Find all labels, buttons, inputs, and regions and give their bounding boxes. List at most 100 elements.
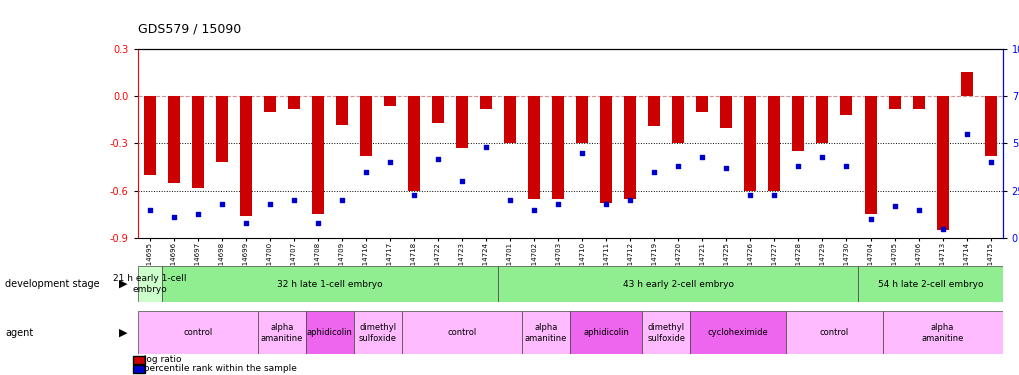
Point bbox=[958, 131, 974, 137]
Text: dimethyl
sulfoxide: dimethyl sulfoxide bbox=[359, 323, 396, 342]
Text: dimethyl
sulfoxide: dimethyl sulfoxide bbox=[647, 323, 685, 342]
Point bbox=[645, 169, 661, 175]
Text: alpha
amanitine: alpha amanitine bbox=[920, 323, 963, 342]
Text: percentile rank within the sample: percentile rank within the sample bbox=[138, 364, 297, 373]
Point bbox=[453, 178, 470, 184]
Bar bbox=[983, 96, 996, 156]
Point bbox=[190, 210, 206, 216]
Bar bbox=[360, 96, 372, 156]
Point bbox=[213, 201, 229, 207]
Point bbox=[165, 214, 181, 220]
Bar bbox=[576, 96, 588, 144]
Bar bbox=[648, 96, 659, 126]
Point bbox=[406, 192, 422, 198]
Bar bbox=[696, 96, 707, 112]
Text: 32 h late 1-cell embryo: 32 h late 1-cell embryo bbox=[277, 280, 382, 289]
Point bbox=[142, 207, 158, 213]
Bar bbox=[138, 266, 162, 302]
Text: aphidicolin: aphidicolin bbox=[307, 328, 353, 338]
Bar bbox=[408, 96, 420, 191]
Bar bbox=[744, 96, 756, 191]
Bar bbox=[840, 96, 852, 115]
Bar bbox=[690, 311, 786, 354]
Text: GDS579 / 15090: GDS579 / 15090 bbox=[138, 22, 240, 36]
Point bbox=[574, 150, 590, 156]
Bar bbox=[672, 96, 684, 144]
Bar bbox=[815, 96, 827, 144]
Text: control: control bbox=[447, 328, 476, 338]
Bar bbox=[167, 96, 179, 183]
Bar bbox=[497, 266, 858, 302]
Bar bbox=[912, 96, 923, 109]
Text: log ratio: log ratio bbox=[138, 355, 181, 364]
Bar bbox=[960, 72, 972, 96]
Text: control: control bbox=[819, 328, 848, 338]
Bar bbox=[864, 96, 875, 214]
Bar bbox=[935, 96, 948, 230]
Bar bbox=[192, 96, 204, 188]
Bar bbox=[719, 96, 732, 128]
Bar bbox=[528, 96, 540, 199]
Point bbox=[285, 197, 302, 203]
Point bbox=[765, 192, 782, 198]
Bar bbox=[503, 96, 516, 144]
Point bbox=[237, 220, 254, 226]
Point bbox=[622, 197, 638, 203]
Bar bbox=[162, 266, 497, 302]
Bar bbox=[401, 311, 522, 354]
Bar bbox=[144, 96, 156, 175]
Point bbox=[526, 207, 542, 213]
Bar bbox=[480, 96, 491, 109]
Bar bbox=[599, 96, 611, 203]
Point bbox=[717, 165, 734, 171]
Point bbox=[501, 197, 518, 203]
Text: 43 h early 2-cell embryo: 43 h early 2-cell embryo bbox=[623, 280, 733, 289]
Bar bbox=[786, 311, 881, 354]
Bar bbox=[335, 96, 347, 124]
Bar bbox=[239, 96, 252, 216]
Point bbox=[933, 226, 950, 232]
Text: 21 h early 1-cell
embryo: 21 h early 1-cell embryo bbox=[113, 274, 186, 294]
Point bbox=[262, 201, 278, 207]
Point bbox=[813, 154, 829, 160]
Text: control: control bbox=[183, 328, 212, 338]
Bar bbox=[881, 311, 1002, 354]
Text: alpha
amanitine: alpha amanitine bbox=[261, 323, 303, 342]
Text: agent: agent bbox=[5, 328, 34, 338]
Text: cycloheximide: cycloheximide bbox=[707, 328, 768, 338]
Bar bbox=[888, 96, 900, 109]
Point bbox=[694, 154, 710, 160]
Bar bbox=[306, 311, 354, 354]
Point bbox=[310, 220, 326, 226]
Bar bbox=[264, 96, 275, 112]
Bar bbox=[570, 311, 642, 354]
Bar bbox=[767, 96, 780, 191]
Bar bbox=[216, 96, 227, 162]
Text: alpha
amanitine: alpha amanitine bbox=[525, 323, 567, 342]
Bar bbox=[432, 96, 443, 123]
Bar bbox=[455, 96, 468, 148]
Bar bbox=[624, 96, 636, 199]
Text: 54 h late 2-cell embryo: 54 h late 2-cell embryo bbox=[877, 280, 982, 289]
Point bbox=[669, 163, 686, 169]
Point bbox=[333, 197, 350, 203]
Bar bbox=[858, 266, 1002, 302]
Bar bbox=[383, 96, 395, 106]
Bar bbox=[642, 311, 690, 354]
Point bbox=[549, 201, 566, 207]
Point bbox=[838, 163, 854, 169]
Text: ▶: ▶ bbox=[119, 328, 127, 338]
Point bbox=[981, 159, 998, 165]
Text: development stage: development stage bbox=[5, 279, 100, 289]
Point bbox=[790, 163, 806, 169]
Point bbox=[597, 201, 613, 207]
Bar bbox=[522, 311, 570, 354]
Point bbox=[429, 156, 445, 162]
Point bbox=[910, 207, 926, 213]
Bar bbox=[138, 311, 258, 354]
Point bbox=[742, 192, 758, 198]
Bar bbox=[258, 311, 306, 354]
Point bbox=[861, 216, 877, 222]
Bar bbox=[312, 96, 324, 214]
Bar bbox=[792, 96, 804, 152]
